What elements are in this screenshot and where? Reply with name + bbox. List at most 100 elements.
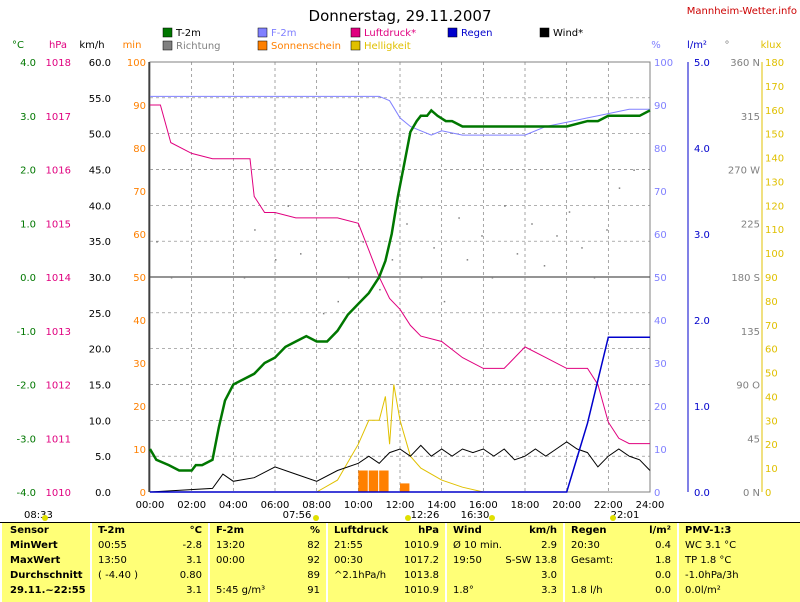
direction-dot: [458, 217, 460, 219]
wind-tick: 0.0: [95, 488, 111, 499]
direction-dot: [287, 205, 289, 207]
stats-row: WC 3.1 °C: [679, 540, 800, 555]
stats-row: 1.8° 3.3: [447, 585, 563, 600]
sun-event-marker: [42, 515, 48, 521]
stats-row: 3.1: [92, 585, 208, 600]
time-tick: 00:00: [136, 500, 165, 511]
pressure-tick: 1017: [46, 112, 71, 123]
direction-dot: [300, 253, 302, 255]
stats-cell: T-2m: [98, 525, 125, 536]
rain-tick: 2.0: [694, 316, 710, 327]
temp-tick: -2.0: [16, 381, 36, 392]
sunshine-bar: [368, 470, 379, 492]
sun-event-label: 07:56: [283, 510, 312, 521]
direction-dot: [420, 277, 423, 279]
rain-line: [150, 336, 650, 493]
time-tick: 24:00: [636, 500, 665, 511]
temp-tick: 0.0: [20, 273, 36, 284]
direction-tick: 90 O: [736, 381, 760, 392]
stats-column: F-2m% 13:20 82 00:00 92 89 5:45 g/m³ 91: [208, 523, 326, 602]
time-tick: 20:00: [552, 500, 581, 511]
time-tick: 04:00: [219, 500, 248, 511]
stats-row: Wind km/h: [447, 525, 563, 540]
wind-tick: 55.0: [89, 94, 111, 105]
stats-cell: 1010.9: [404, 540, 439, 551]
direction-dot: [618, 187, 621, 189]
stats-cell: 3.1: [186, 555, 202, 566]
wind-tick: 40.0: [89, 201, 111, 212]
stats-column: Regen l/m² 20:30 0.4 Gesamt: 1.8 0.0 1.8 l/h 0.0: [563, 523, 677, 602]
stats-cell: 0.0: [655, 570, 671, 581]
sun-tick: 50: [133, 273, 146, 284]
humidity-line: [150, 95, 650, 136]
pressure-tick: 1018: [46, 58, 71, 69]
direction-dot: [275, 259, 277, 261]
wind-tick: 50.0: [89, 130, 111, 141]
temp-tick: 1.0: [20, 219, 36, 230]
direction-dot: [443, 300, 446, 303]
stats-cell: S-SW 13.8: [505, 555, 557, 566]
stats-cell: 0.0: [655, 585, 671, 596]
sun-event-label: 08:33: [24, 510, 53, 521]
pressure-tick: 1016: [46, 166, 71, 177]
legend-swatch: [162, 40, 173, 51]
stats-cell: F-2m: [216, 525, 245, 536]
stats-cell: ( -4.40 ): [98, 570, 139, 581]
axis-unit: °C: [12, 40, 24, 51]
direction-dot: [433, 247, 435, 249]
time-tick: 18:00: [511, 500, 540, 511]
direction-tick: 180 S: [731, 273, 760, 284]
stats-row: 13:50 3.1: [92, 555, 208, 570]
time-tick: 10:00: [344, 500, 373, 511]
stats-row: 00:00 92: [210, 555, 326, 570]
axis-unit: min: [123, 40, 142, 51]
stats-cell: 1013.8: [404, 570, 439, 581]
temp-tick: 4.0: [20, 58, 36, 69]
stats-row: Luftdruck hPa: [328, 525, 445, 540]
sun-tick: 40: [133, 316, 146, 327]
pressure-tick: 1010: [46, 488, 71, 499]
temp-tick: 3.0: [20, 112, 36, 123]
legend-label: Richtung: [176, 41, 221, 52]
humidity-tick: 50: [654, 273, 667, 284]
wind-tick: 5.0: [95, 452, 111, 463]
stats-column: Wind km/h Ø 10 min. 2.9 19:50 S-SW 13.8 3.0 1.8…: [445, 523, 563, 602]
stats-row: ^2.1hPa/h 1013.8: [328, 570, 445, 585]
legend-label: Sonnenschein: [271, 41, 341, 52]
stats-row: MinWert: [2, 540, 90, 555]
legend-label: Wind*: [553, 28, 583, 39]
sun-tick: 90: [133, 101, 146, 112]
sun-tick: 80: [133, 144, 146, 155]
direction-dot: [581, 247, 583, 249]
axis-unit: hPa: [49, 40, 67, 51]
stats-cell: 3.3: [541, 585, 557, 596]
temp-tick: -3.0: [16, 434, 36, 445]
axis-unit: klux: [761, 40, 782, 51]
stats-cell: 82: [307, 540, 320, 551]
direction-dot: [347, 277, 350, 279]
humidity-tick: 100: [654, 58, 673, 69]
rain-tick: 0.0: [694, 488, 710, 499]
stats-column: Sensor MinWert MaxWert Durchschnitt 29.11.~2…: [0, 523, 90, 602]
pressure-line: [150, 104, 650, 445]
stats-row: Sensor: [2, 525, 90, 540]
stats-row: 00:30 1017.2: [328, 555, 445, 570]
time-tick: 14:00: [427, 500, 456, 511]
humidity-tick: 10: [654, 445, 667, 456]
stats-cell: Luftdruck: [334, 525, 389, 536]
time-tick: 12:00: [386, 500, 415, 511]
stats-cell: %: [309, 525, 320, 536]
stats-cell: 3.1: [186, 585, 202, 596]
stats-row: 0.0: [565, 570, 677, 585]
direction-dot: [322, 312, 325, 315]
time-tick: 08:00: [302, 500, 331, 511]
stats-cell: 1.8 l/h: [571, 585, 603, 596]
stats-cell: hPa: [418, 525, 439, 536]
stats-cell: 0.80: [179, 570, 202, 581]
humidity-tick: 80: [654, 144, 667, 155]
stats-cell: 92: [307, 555, 320, 566]
axis-unit: l/m²: [687, 40, 707, 51]
stats-cell: 21:55: [334, 540, 363, 551]
direction-dot: [337, 300, 339, 303]
stats-cell: Ø 10 min.: [453, 540, 502, 551]
